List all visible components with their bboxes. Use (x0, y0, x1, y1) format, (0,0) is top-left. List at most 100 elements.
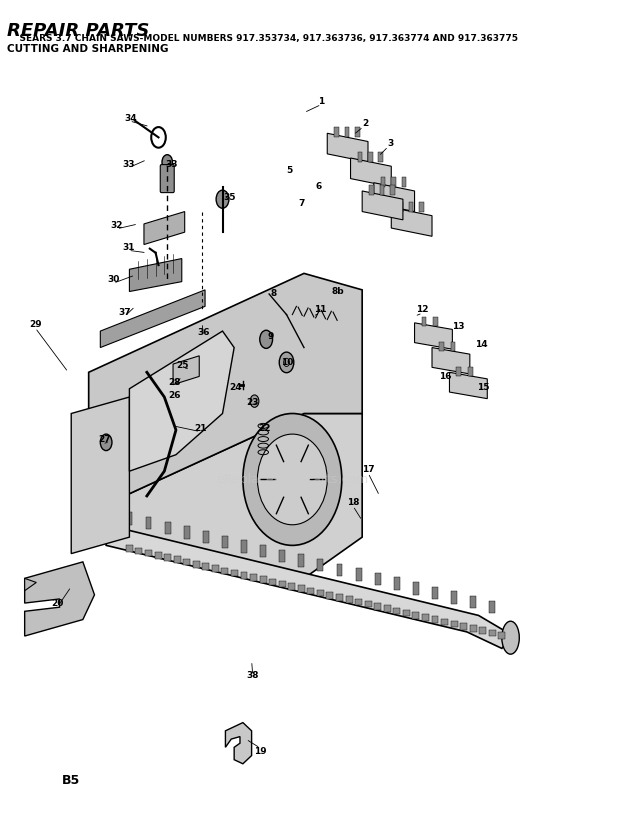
Polygon shape (470, 625, 477, 632)
Polygon shape (450, 372, 487, 399)
Polygon shape (489, 600, 495, 613)
Polygon shape (260, 545, 266, 557)
Polygon shape (298, 586, 305, 592)
Text: 16: 16 (438, 372, 451, 381)
Text: 7: 7 (298, 198, 304, 208)
Polygon shape (145, 550, 152, 557)
Polygon shape (126, 545, 133, 552)
Text: 36: 36 (197, 328, 210, 337)
Polygon shape (441, 619, 448, 625)
Polygon shape (394, 577, 400, 590)
Text: 24: 24 (229, 383, 242, 392)
Polygon shape (451, 621, 458, 628)
Text: 14: 14 (475, 340, 488, 349)
Polygon shape (422, 614, 429, 621)
Polygon shape (89, 414, 362, 578)
Text: 27: 27 (99, 435, 111, 444)
Polygon shape (327, 592, 334, 599)
Ellipse shape (260, 330, 273, 348)
Polygon shape (89, 274, 362, 513)
Polygon shape (126, 513, 132, 525)
Polygon shape (337, 563, 342, 576)
Polygon shape (365, 601, 371, 608)
Text: 17: 17 (361, 465, 374, 474)
Text: 2: 2 (362, 119, 368, 128)
Polygon shape (391, 208, 432, 237)
Polygon shape (222, 536, 228, 548)
Polygon shape (374, 573, 381, 586)
Polygon shape (390, 185, 395, 195)
FancyBboxPatch shape (160, 165, 174, 193)
Text: 11: 11 (314, 305, 327, 314)
Ellipse shape (502, 621, 520, 654)
Polygon shape (489, 629, 496, 636)
Polygon shape (184, 559, 190, 566)
Polygon shape (374, 603, 381, 609)
Polygon shape (202, 563, 210, 570)
Polygon shape (288, 583, 295, 590)
Polygon shape (336, 594, 343, 600)
Text: 25: 25 (177, 361, 189, 370)
Text: 33: 33 (166, 160, 178, 169)
Polygon shape (398, 202, 403, 212)
Polygon shape (184, 526, 190, 538)
Polygon shape (432, 616, 438, 623)
Text: 5: 5 (286, 166, 293, 174)
Polygon shape (308, 587, 314, 594)
Polygon shape (393, 608, 401, 614)
Polygon shape (432, 587, 438, 599)
Ellipse shape (216, 190, 229, 208)
Polygon shape (241, 572, 247, 579)
Polygon shape (174, 557, 180, 563)
Polygon shape (279, 550, 285, 562)
Polygon shape (358, 152, 362, 162)
Polygon shape (71, 397, 130, 553)
Polygon shape (221, 567, 228, 574)
Text: CUTTING AND SHARPENING: CUTTING AND SHARPENING (7, 45, 169, 55)
Polygon shape (334, 127, 339, 137)
Text: 33: 33 (122, 160, 135, 169)
Text: 9: 9 (267, 332, 273, 341)
Polygon shape (269, 579, 276, 586)
Polygon shape (460, 623, 467, 629)
Polygon shape (471, 596, 476, 609)
Text: REPAIR PARTS: REPAIR PARTS (7, 22, 149, 40)
Polygon shape (378, 152, 383, 162)
Polygon shape (412, 612, 419, 619)
Polygon shape (130, 331, 234, 471)
Polygon shape (164, 554, 171, 561)
Polygon shape (173, 356, 199, 385)
Polygon shape (25, 578, 37, 590)
Polygon shape (479, 628, 486, 634)
Polygon shape (451, 342, 455, 351)
Polygon shape (250, 574, 257, 581)
Text: 28: 28 (169, 378, 181, 387)
Polygon shape (379, 185, 384, 195)
Polygon shape (100, 290, 205, 347)
Text: 32: 32 (110, 221, 123, 230)
Text: 20: 20 (51, 599, 64, 608)
Polygon shape (391, 177, 396, 187)
Text: 31: 31 (122, 242, 135, 251)
Polygon shape (432, 347, 470, 374)
Text: 3: 3 (387, 139, 393, 148)
Polygon shape (402, 177, 406, 187)
Polygon shape (193, 561, 200, 567)
Polygon shape (362, 191, 403, 220)
Polygon shape (374, 183, 415, 212)
Text: 37: 37 (118, 308, 131, 318)
Text: SEARS 3.7 CHAIN SAWS-MODEL NUMBERS 917.353734, 917.363736, 917.363774 AND 917.36: SEARS 3.7 CHAIN SAWS-MODEL NUMBERS 917.3… (7, 35, 518, 43)
Text: 29: 29 (29, 320, 42, 329)
Polygon shape (409, 202, 414, 212)
Polygon shape (356, 568, 361, 581)
Polygon shape (135, 547, 143, 554)
Polygon shape (498, 632, 505, 638)
Polygon shape (369, 185, 374, 195)
Text: eReplacementParts.com: eReplacementParts.com (216, 473, 368, 486)
Polygon shape (106, 525, 513, 648)
Polygon shape (384, 605, 391, 612)
Polygon shape (25, 562, 94, 636)
Polygon shape (317, 590, 324, 596)
Polygon shape (422, 317, 426, 326)
Polygon shape (433, 317, 438, 326)
